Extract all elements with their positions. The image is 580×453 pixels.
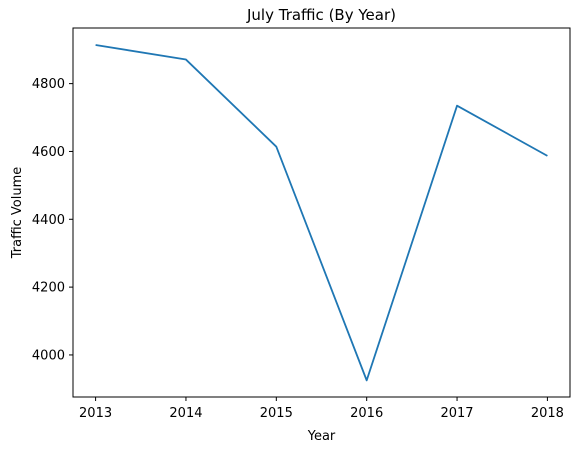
y-tick-label: 4000 (32, 348, 65, 363)
x-tick-label: 2016 (350, 406, 383, 421)
x-tick-label: 2018 (531, 406, 564, 421)
axes-frame (72, 27, 571, 398)
series-line-0 (95, 44, 548, 382)
y-axis-label: Traffic Volume (10, 167, 25, 260)
x-axis: 2013 2014 2015 2016 2017 2018 (79, 397, 564, 421)
x-tick-label: 2017 (440, 406, 473, 421)
y-tick-label: 4600 (32, 145, 65, 160)
y-axis: 4000 4200 4400 4600 4800 (32, 77, 73, 363)
plot-area (95, 44, 548, 382)
y-tick-label: 4400 (32, 213, 65, 228)
x-tick-label: 2013 (79, 406, 112, 421)
y-tick-label: 4200 (32, 281, 65, 296)
x-tick-label: 2014 (169, 406, 202, 421)
x-tick-label: 2015 (260, 406, 293, 421)
x-axis-label: Year (307, 429, 336, 444)
y-tick-label: 4800 (32, 77, 65, 92)
chart-title: July Traffic (By Year) (246, 6, 396, 24)
